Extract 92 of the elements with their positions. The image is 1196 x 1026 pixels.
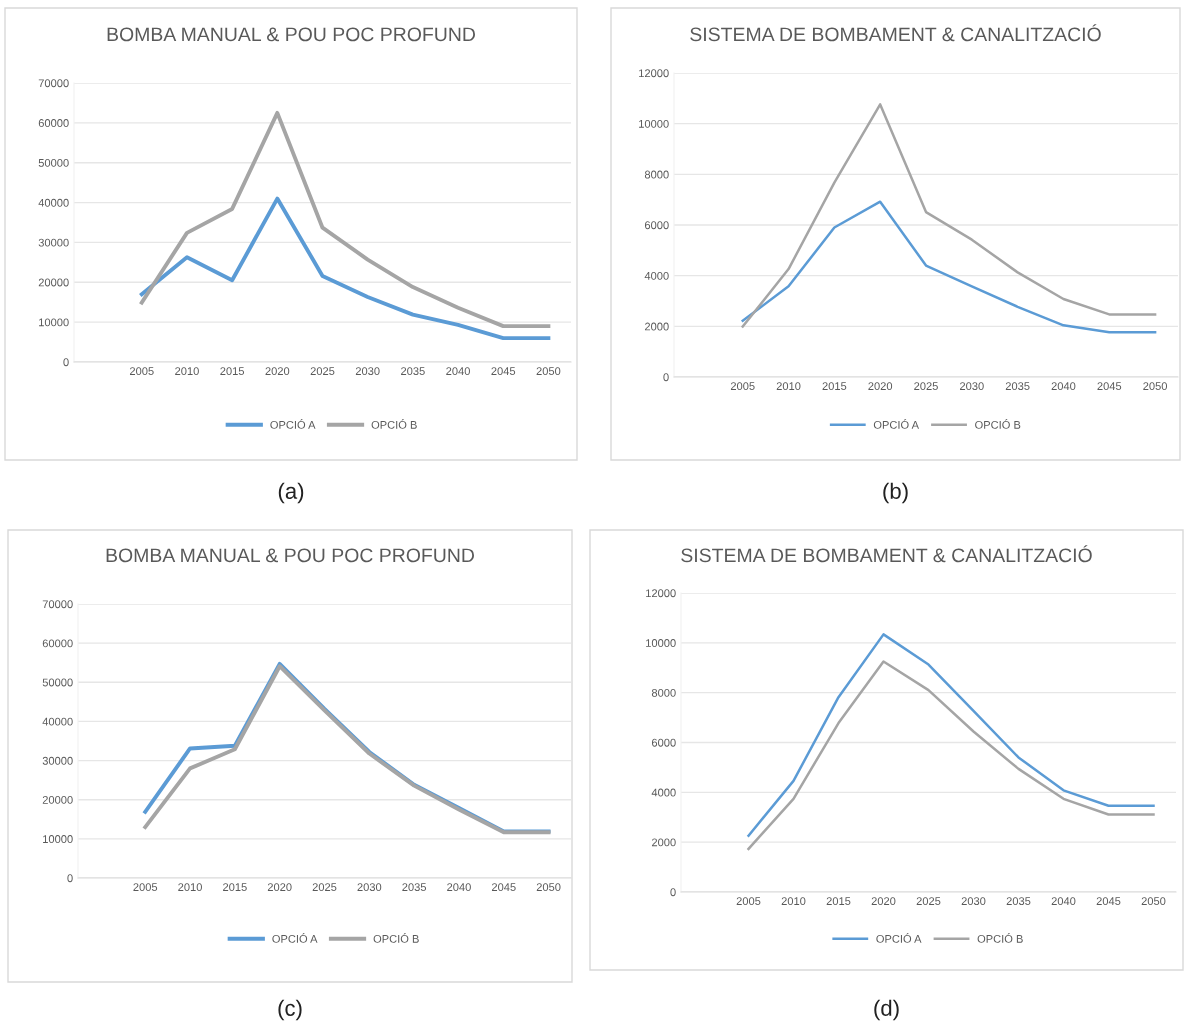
x-tick-label: 2045: [1096, 897, 1121, 906]
x-tick-label: 2010: [781, 897, 806, 906]
line-series: [139, 110, 551, 329]
y-tick-label: 10000: [646, 639, 676, 647]
x-tick-label: 2005: [129, 367, 154, 376]
x-tick-label: 2050: [1141, 897, 1166, 906]
text: (d): [874, 999, 899, 1021]
x-tick-label: 2015: [223, 883, 247, 892]
y-tick-label: 30000: [38, 238, 69, 247]
y-tick-label: 30000: [42, 756, 73, 765]
y-tick-label: 2000: [651, 838, 676, 847]
legend-label: OPCIÓ A: [876, 933, 922, 943]
text: (c): [278, 999, 302, 1021]
x-tick-label: 2015: [826, 897, 851, 906]
x-tick-label: 2015: [822, 382, 847, 391]
y-tick-label: 70000: [42, 600, 73, 609]
x-tick-label: 2010: [178, 883, 202, 892]
x-tick-label: 2030: [355, 367, 380, 376]
x-tick-label: 2015: [220, 367, 245, 376]
x-tick-label: 2035: [1006, 897, 1031, 906]
text: (a): [278, 482, 304, 504]
y-tick-label: 8000: [644, 170, 669, 179]
line-series: [139, 196, 551, 341]
y-tick-label: 0: [67, 874, 73, 883]
x-tick-label: 2050: [536, 883, 561, 892]
x-tick-label: 2020: [267, 883, 292, 892]
x-tick-label: 2035: [402, 883, 427, 892]
x-tick-label: 2035: [401, 367, 425, 376]
legend-label: OPCIÓ B: [373, 933, 419, 943]
y-tick-label: 12000: [639, 69, 669, 78]
x-tick-label: 2010: [776, 382, 801, 391]
line-series: [741, 103, 1157, 328]
chart-title: SISTEMA DE BOMBAMENT & CANALITZACIÓ: [681, 545, 1092, 563]
x-tick-label: 2005: [730, 382, 755, 391]
legend-label: OPCIÓ B: [975, 419, 1021, 429]
legend-label: OPCIÓ B: [977, 933, 1023, 943]
legend-label: OPCIÓ A: [272, 933, 318, 943]
x-tick-label: 2045: [491, 883, 516, 892]
y-tick-label: 70000: [38, 79, 69, 88]
y-tick-label: 8000: [651, 688, 676, 697]
y-tick-label: 40000: [38, 198, 69, 207]
line-series: [741, 200, 1157, 334]
y-tick-label: 10000: [43, 835, 73, 843]
x-tick-label: 2040: [1051, 897, 1076, 906]
line-series: [747, 633, 1155, 837]
x-tick-label: 2010: [175, 367, 199, 376]
y-tick-label: 6000: [651, 738, 676, 747]
chart-title: SISTEMA DE BOMBAMENT & CANALITZACIÓ: [690, 24, 1101, 42]
x-tick-label: 2035: [1005, 382, 1030, 391]
x-tick-label: 2025: [916, 897, 941, 906]
y-tick-label: 0: [663, 373, 669, 382]
chart-title: BOMBA MANUAL & POU POC PROFUND: [107, 27, 475, 42]
x-tick-label: 2045: [491, 367, 516, 376]
y-tick-label: 50000: [38, 158, 69, 167]
y-tick-label: 20000: [38, 278, 69, 287]
y-tick-label: 60000: [42, 639, 73, 648]
x-tick-label: 2030: [961, 897, 986, 906]
x-tick-label: 2050: [1143, 382, 1168, 391]
x-tick-label: 2030: [357, 883, 382, 892]
chart-title: BOMBA MANUAL & POU POC PROFUND: [106, 548, 474, 563]
x-tick-label: 2040: [447, 883, 471, 892]
x-tick-label: 2025: [310, 367, 335, 376]
x-tick-label: 2040: [1051, 382, 1076, 391]
y-tick-label: 0: [670, 888, 676, 897]
x-tick-label: 2025: [914, 382, 938, 391]
legend-label: OPCIÓ A: [873, 419, 920, 429]
y-tick-label: 4000: [651, 788, 676, 797]
y-tick-label: 12000: [646, 589, 676, 598]
x-tick-label: 2030: [960, 382, 984, 391]
y-tick-label: 20000: [42, 795, 73, 804]
y-tick-label: 10000: [39, 318, 69, 327]
text: (b): [883, 482, 908, 504]
x-tick-label: 2020: [871, 897, 896, 906]
y-tick-label: 10000: [639, 119, 669, 128]
x-tick-label: 2020: [265, 367, 290, 376]
y-tick-label: 6000: [644, 221, 669, 230]
line-series: [747, 660, 1155, 851]
x-tick-label: 2005: [736, 897, 761, 906]
x-tick-label: 2005: [133, 883, 158, 892]
x-tick-label: 2045: [1097, 382, 1122, 391]
y-tick-label: 2000: [644, 322, 669, 331]
legend-label: OPCIÓ A: [270, 419, 316, 429]
y-tick-label: 4000: [644, 271, 669, 280]
legend-label: OPCIÓ B: [371, 419, 417, 429]
y-tick-label: 60000: [38, 119, 69, 127]
x-tick-label: 2040: [446, 367, 470, 376]
x-tick-label: 2025: [312, 883, 337, 892]
y-tick-label: 0: [63, 358, 69, 367]
x-tick-label: 2050: [536, 367, 561, 376]
y-tick-label: 50000: [42, 678, 73, 687]
y-tick-label: 40000: [42, 717, 73, 726]
x-tick-label: 2020: [868, 382, 893, 391]
